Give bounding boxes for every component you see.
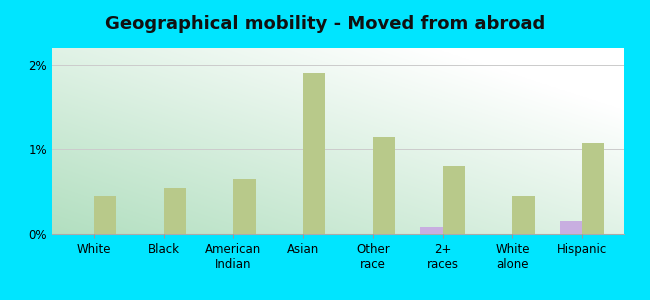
Bar <box>560 221 582 234</box>
Bar <box>94 196 116 234</box>
Bar <box>443 167 465 234</box>
Text: Geographical mobility - Moved from abroad: Geographical mobility - Moved from abroa… <box>105 15 545 33</box>
Bar <box>164 188 186 234</box>
Bar <box>373 137 395 234</box>
Bar <box>303 74 326 234</box>
Bar <box>512 196 535 234</box>
Bar <box>582 143 604 234</box>
Bar <box>233 179 255 234</box>
Bar <box>421 227 443 234</box>
